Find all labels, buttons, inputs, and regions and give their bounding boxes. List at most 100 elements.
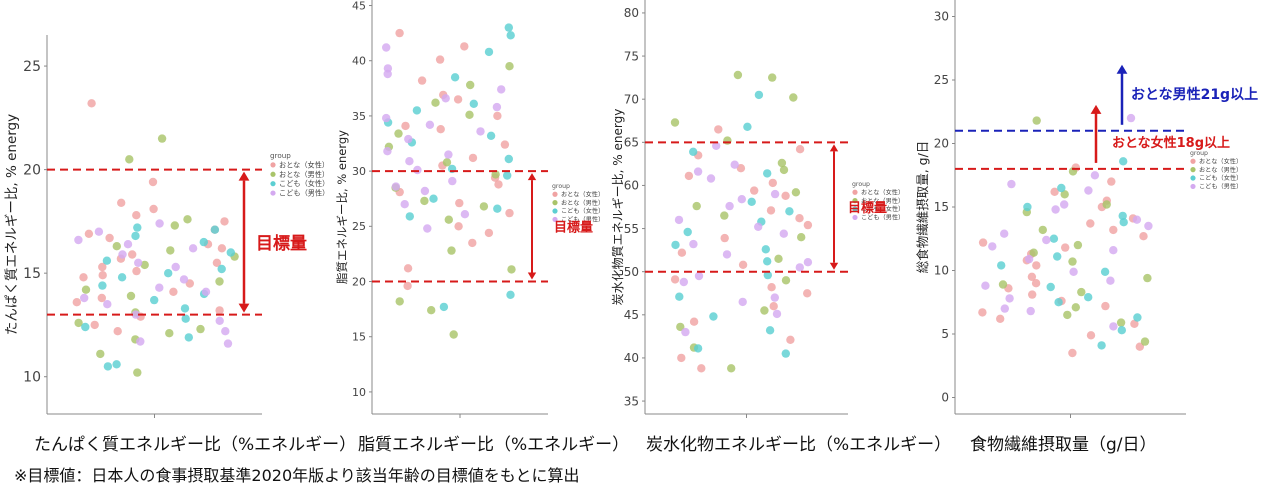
data-point bbox=[221, 327, 230, 336]
data-point bbox=[403, 281, 412, 291]
data-point bbox=[454, 222, 463, 231]
data-point bbox=[382, 113, 391, 123]
data-point bbox=[754, 90, 764, 100]
data-point bbox=[96, 349, 105, 359]
data-point bbox=[126, 291, 136, 301]
data-point bbox=[1068, 348, 1077, 358]
target-arrow-head-male bbox=[1116, 64, 1128, 74]
data-point bbox=[460, 210, 470, 219]
y-axis-label: 炭水化物質エネルギー比, % energy bbox=[610, 109, 625, 306]
target-label: 目標量 bbox=[256, 233, 307, 254]
data-point bbox=[383, 147, 392, 156]
data-point bbox=[94, 227, 104, 236]
data-point bbox=[765, 326, 775, 335]
data-point bbox=[725, 201, 734, 211]
data-point bbox=[165, 329, 174, 338]
data-point bbox=[479, 202, 489, 211]
data-point bbox=[988, 242, 997, 251]
data-point bbox=[737, 195, 746, 204]
data-point bbox=[763, 270, 772, 280]
data-point bbox=[155, 283, 164, 292]
data-point bbox=[150, 295, 159, 305]
data-point bbox=[90, 320, 99, 330]
legend-swatch bbox=[1190, 167, 1196, 173]
data-point bbox=[1057, 183, 1066, 193]
data-point bbox=[781, 276, 791, 285]
data-point bbox=[449, 330, 458, 339]
y-tick-label: 50 bbox=[624, 265, 639, 279]
data-point bbox=[781, 349, 790, 358]
data-point bbox=[709, 312, 718, 321]
data-point bbox=[103, 362, 113, 371]
legend-label: こども（男性） bbox=[1199, 183, 1242, 191]
data-point bbox=[448, 176, 457, 186]
data-point bbox=[1130, 319, 1139, 328]
data-point bbox=[1109, 322, 1118, 331]
data-point bbox=[1038, 225, 1048, 235]
data-point bbox=[395, 28, 404, 38]
data-point bbox=[217, 264, 226, 274]
data-point bbox=[692, 201, 701, 211]
data-point bbox=[693, 167, 703, 176]
data-point bbox=[1116, 318, 1126, 327]
data-point bbox=[226, 248, 235, 257]
data-point bbox=[413, 165, 422, 175]
legend-swatch bbox=[1190, 183, 1196, 190]
data-point bbox=[183, 215, 192, 224]
data-point bbox=[1086, 331, 1096, 340]
data-point bbox=[697, 364, 706, 373]
data-point bbox=[683, 227, 692, 237]
data-point bbox=[84, 229, 94, 238]
data-point bbox=[763, 257, 772, 266]
y-axis-label: 総食物繊維摂取量, g/日 bbox=[915, 141, 930, 274]
legend-swatch bbox=[552, 191, 558, 197]
data-point bbox=[1144, 221, 1153, 231]
data-point bbox=[217, 244, 227, 253]
data-point bbox=[693, 344, 703, 353]
legend-swatch bbox=[552, 216, 558, 223]
data-point bbox=[131, 231, 140, 241]
legend-label: こども（女性） bbox=[1199, 174, 1242, 182]
data-point bbox=[199, 237, 208, 247]
data-point bbox=[1042, 235, 1051, 245]
data-point bbox=[439, 302, 449, 312]
target-arrow-head-down bbox=[527, 272, 537, 280]
data-point bbox=[201, 287, 211, 296]
data-point bbox=[417, 76, 427, 85]
data-point bbox=[733, 70, 743, 80]
data-point bbox=[689, 317, 699, 326]
target-arrow-head-female bbox=[1090, 104, 1102, 114]
data-point bbox=[149, 204, 158, 214]
data-point bbox=[504, 23, 513, 32]
data-point bbox=[215, 277, 224, 286]
target-label: 目標量 bbox=[554, 220, 593, 236]
data-point bbox=[1126, 113, 1136, 123]
data-point bbox=[140, 260, 149, 270]
data-point bbox=[118, 250, 127, 259]
data-point bbox=[1032, 261, 1041, 270]
data-point bbox=[123, 240, 133, 249]
data-point bbox=[504, 154, 513, 164]
data-point bbox=[694, 271, 704, 281]
data-point bbox=[72, 298, 82, 307]
data-point bbox=[500, 140, 510, 149]
data-point bbox=[791, 188, 801, 197]
data-point bbox=[117, 198, 126, 207]
data-point bbox=[98, 262, 107, 272]
data-point bbox=[103, 300, 112, 309]
legend-label: こども（男性） bbox=[279, 189, 329, 198]
data-point bbox=[766, 206, 776, 215]
chart-1: 10 15 20 25 たんぱく質エネルギー比, % energy groupおとな（女性… bbox=[4, 35, 329, 418]
data-point bbox=[779, 229, 788, 238]
data-point bbox=[405, 157, 414, 166]
data-point bbox=[74, 318, 83, 328]
data-point bbox=[468, 153, 478, 163]
data-point bbox=[492, 102, 502, 112]
data-point bbox=[1132, 215, 1142, 224]
data-point bbox=[215, 306, 224, 315]
data-point bbox=[188, 244, 198, 253]
target-arrow-head-up bbox=[527, 173, 537, 181]
legend-swatch bbox=[852, 214, 858, 221]
data-point bbox=[763, 169, 772, 178]
